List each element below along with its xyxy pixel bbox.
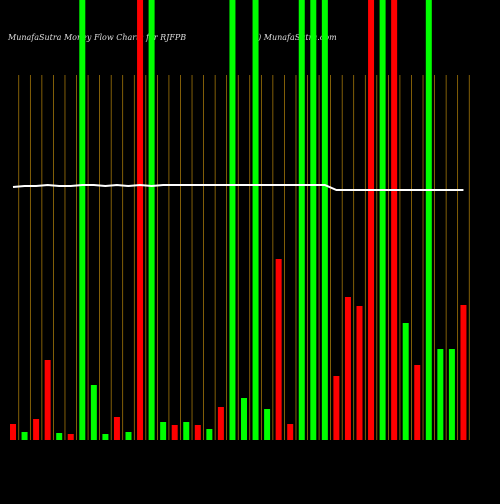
bar — [206, 429, 213, 440]
bar — [160, 422, 167, 440]
bar — [125, 432, 132, 440]
bar — [252, 0, 259, 440]
bar — [44, 360, 51, 440]
bar — [425, 0, 432, 440]
bar — [275, 259, 282, 440]
bar — [264, 409, 271, 440]
bar — [137, 0, 144, 440]
bar — [194, 425, 201, 440]
bar — [102, 434, 109, 440]
money-flow-line — [12, 183, 464, 191]
chart-title: MunafaSutra Money Flow Charts for RJFPB — [7, 33, 186, 42]
bar — [437, 349, 444, 440]
bar — [402, 323, 409, 440]
bar — [460, 305, 467, 440]
bar — [321, 0, 328, 440]
bar — [229, 0, 236, 440]
bar — [113, 417, 120, 440]
bar — [67, 434, 74, 440]
bar — [241, 398, 247, 440]
bar — [171, 425, 178, 440]
bar — [448, 349, 455, 440]
chart-subtitle: () MunafaSutra.com — [255, 33, 337, 42]
bar — [368, 0, 375, 440]
bar — [287, 424, 294, 440]
bar — [356, 306, 363, 440]
bar — [183, 422, 190, 440]
bar — [79, 0, 86, 440]
bar — [33, 419, 40, 440]
bar — [10, 424, 16, 440]
bar — [90, 385, 97, 440]
bar — [217, 407, 224, 440]
bar — [21, 432, 28, 440]
bar — [391, 0, 398, 440]
bar — [148, 0, 155, 440]
bar — [298, 0, 305, 440]
bar — [414, 365, 421, 440]
bar — [344, 297, 351, 440]
bar — [56, 433, 63, 440]
bar — [379, 0, 386, 440]
bar — [333, 376, 340, 440]
bar — [310, 0, 317, 440]
